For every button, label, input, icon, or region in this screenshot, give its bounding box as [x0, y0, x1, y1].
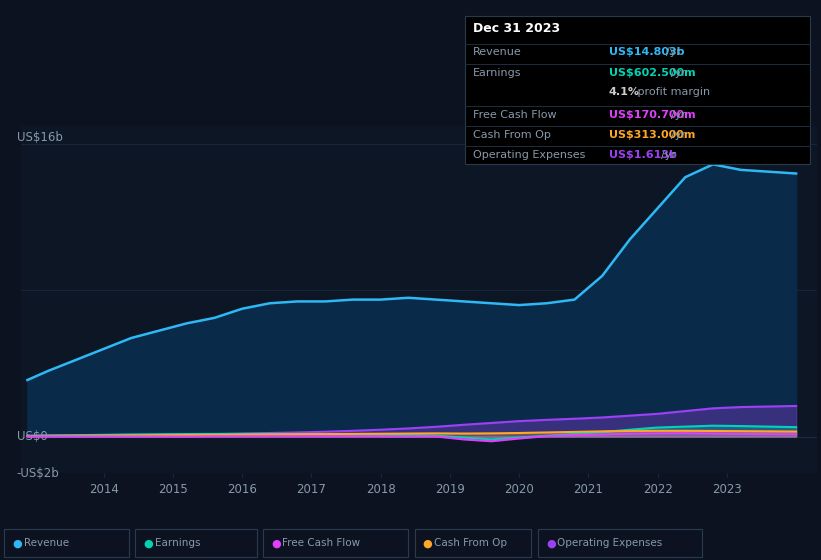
Text: /yr: /yr [672, 110, 686, 120]
Text: /yr: /yr [672, 68, 686, 78]
Text: Revenue: Revenue [473, 47, 522, 57]
Text: 4.1%: 4.1% [608, 87, 640, 97]
Text: Operating Expenses: Operating Expenses [557, 538, 663, 548]
Text: Cash From Op: Cash From Op [473, 130, 551, 140]
Text: Earnings: Earnings [155, 538, 200, 548]
Text: Earnings: Earnings [473, 68, 521, 78]
Text: -US$2b: -US$2b [16, 466, 59, 480]
Text: Revenue: Revenue [24, 538, 69, 548]
Text: Dec 31 2023: Dec 31 2023 [473, 22, 561, 35]
Text: US$170.700m: US$170.700m [608, 110, 695, 120]
Text: ●: ● [271, 538, 281, 548]
Text: /yr: /yr [661, 150, 676, 160]
Text: Free Cash Flow: Free Cash Flow [473, 110, 557, 120]
Text: ●: ● [423, 538, 433, 548]
Text: US$14.803b: US$14.803b [608, 47, 684, 57]
Text: US$1.613b: US$1.613b [608, 150, 677, 160]
Text: profit margin: profit margin [634, 87, 710, 97]
Text: Operating Expenses: Operating Expenses [473, 150, 585, 160]
Text: US$0: US$0 [16, 430, 48, 443]
Text: US$602.500m: US$602.500m [608, 68, 695, 78]
Text: ●: ● [12, 538, 22, 548]
Text: /yr: /yr [672, 130, 686, 140]
Text: ●: ● [546, 538, 556, 548]
Text: US$313.000m: US$313.000m [608, 130, 695, 140]
Text: US$16b: US$16b [16, 131, 62, 144]
Text: Free Cash Flow: Free Cash Flow [282, 538, 360, 548]
Text: ●: ● [144, 538, 154, 548]
Text: Cash From Op: Cash From Op [434, 538, 507, 548]
Text: /yr: /yr [666, 47, 681, 57]
